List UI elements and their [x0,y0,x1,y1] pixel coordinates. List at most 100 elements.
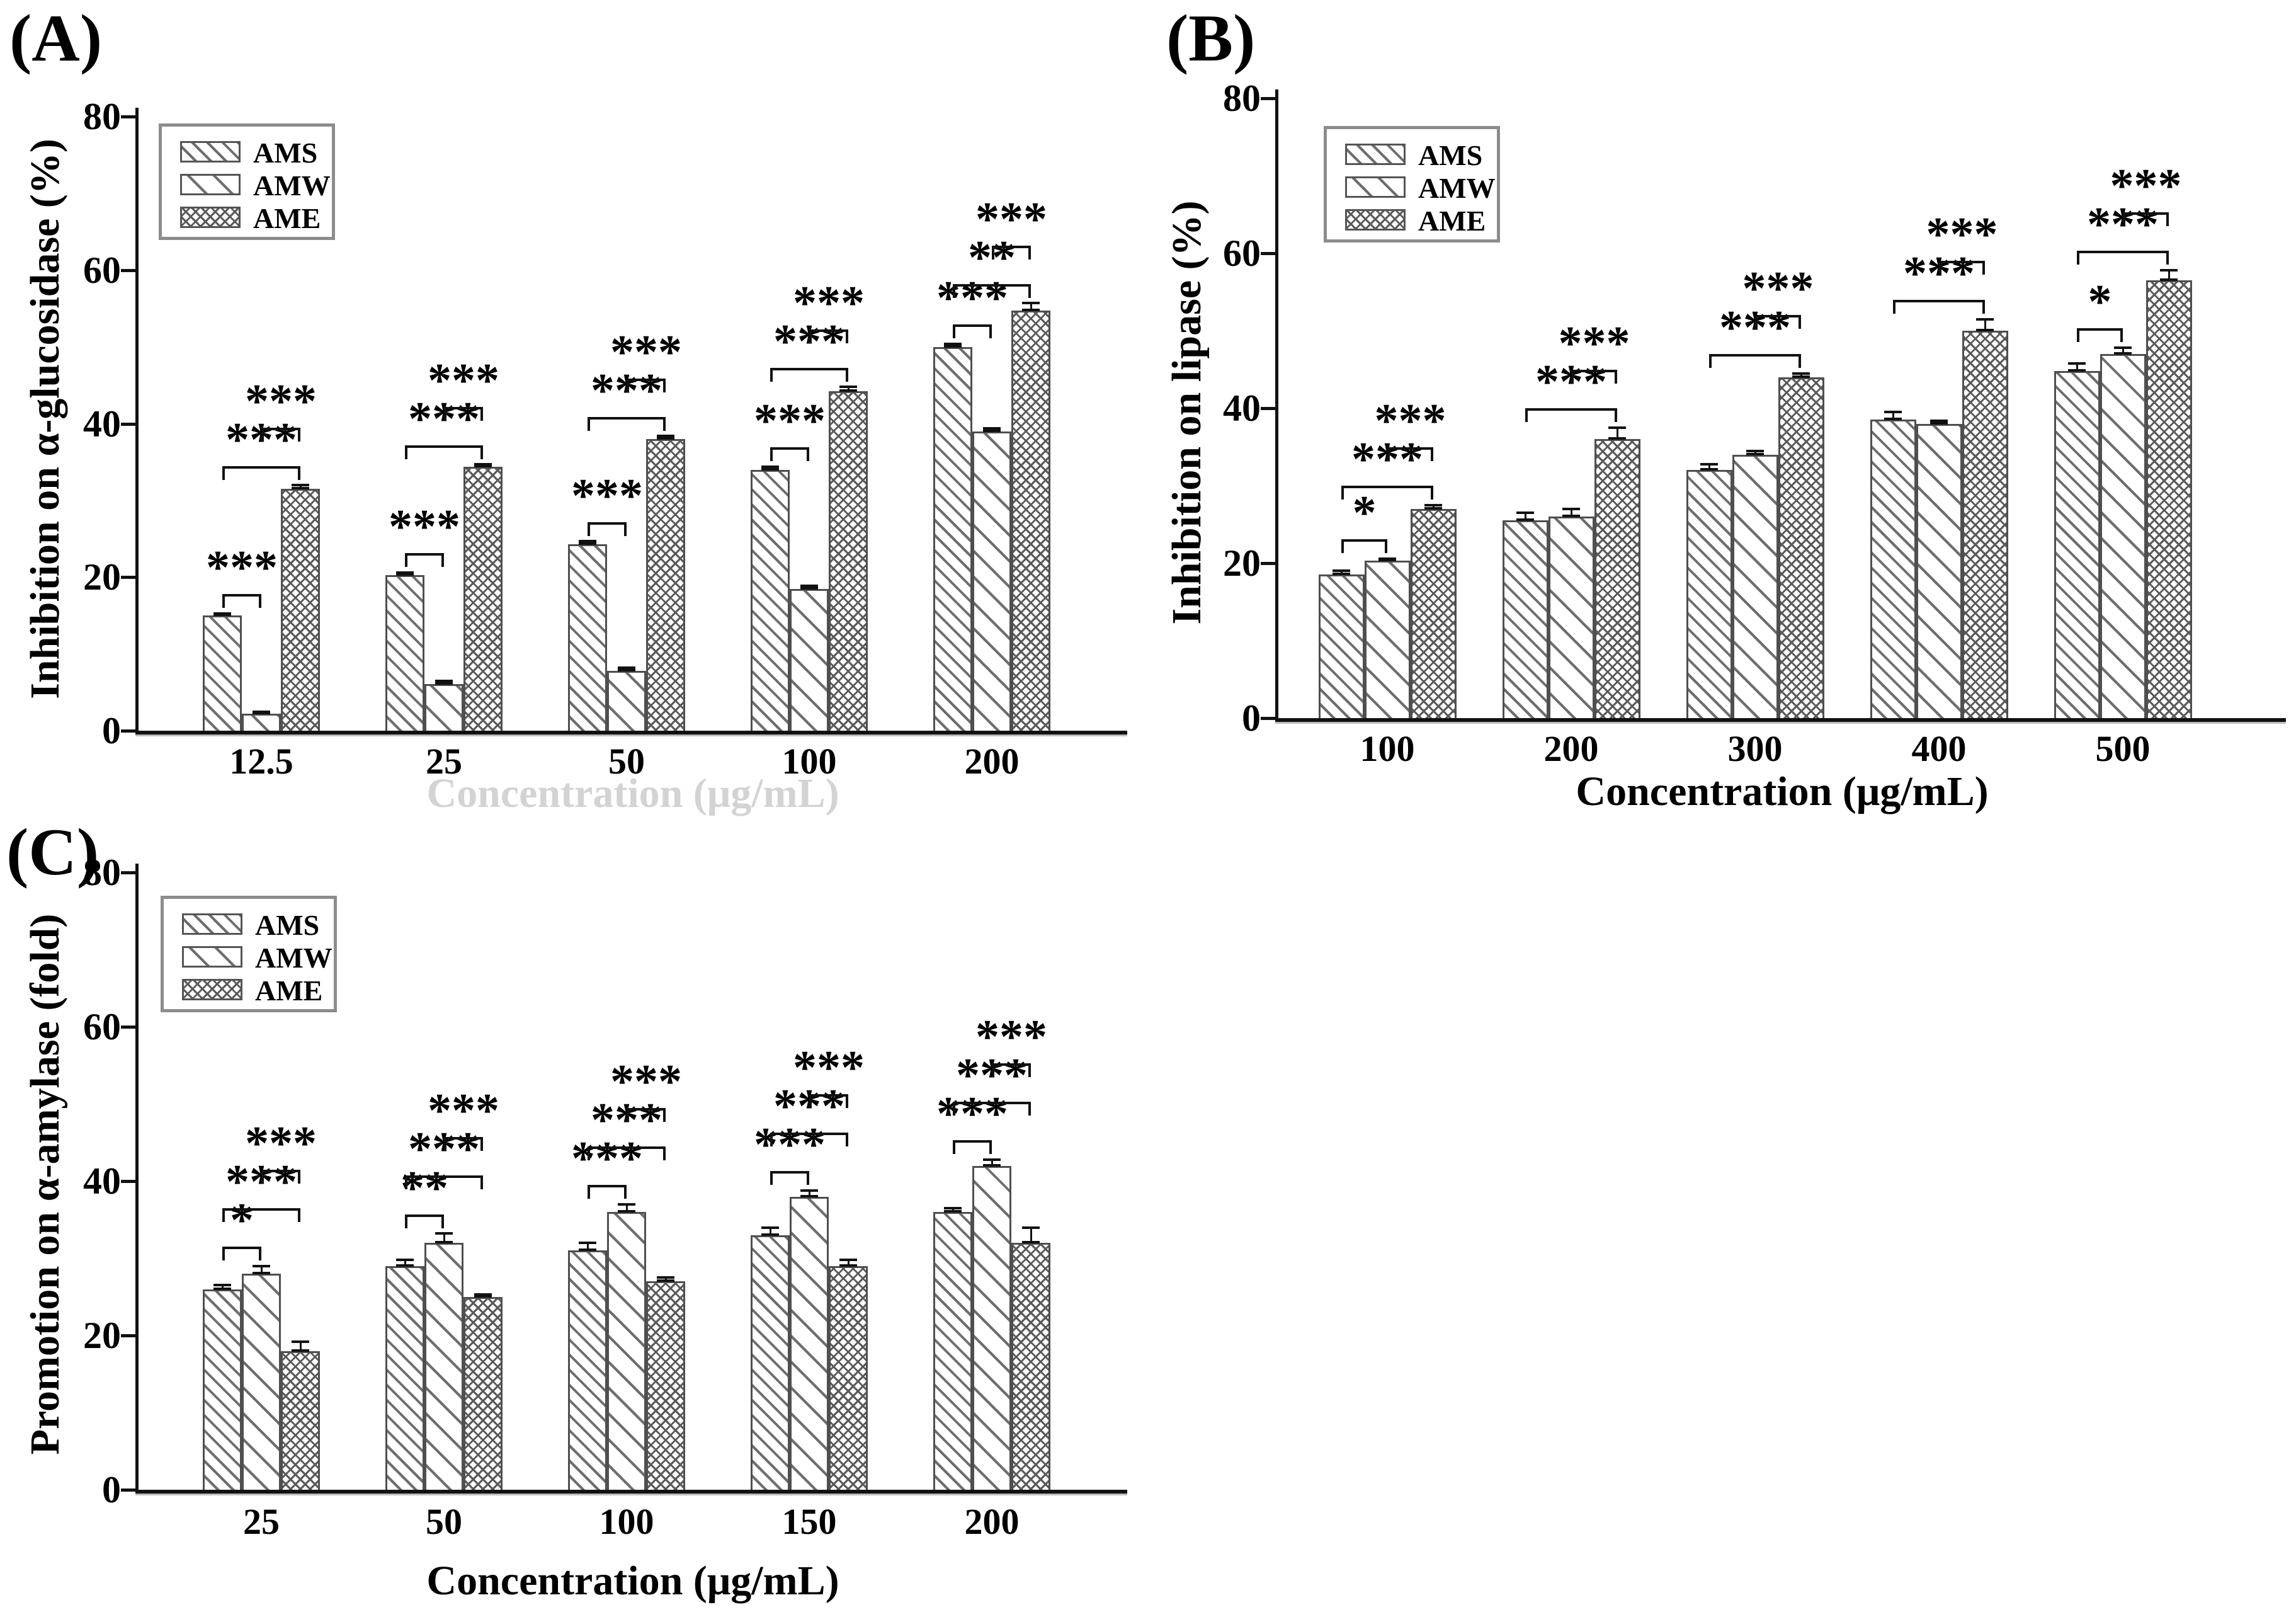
legend-label-AME: AME [255,974,323,1007]
x-tick-label: 500 [2095,728,2151,769]
sig-bracket-leg [953,1140,955,1155]
bar-AMS [203,1289,242,1490]
sig-bracket-leg [846,329,848,343]
sig-bracket-leg [441,553,444,568]
sig-bracket [627,378,666,381]
sig-bracket [588,1146,666,1149]
sig-bracket-leg [663,1146,666,1160]
sig-bracket-leg [663,416,666,431]
panel-a-x-axis-title-faint: Concentration (μg/mL) [426,770,839,816]
error-bar-cap-bottom [253,712,270,715]
panel-b-y-axis-title: Inhibition on lipase (%) [1164,200,1210,625]
y-tick-label: 40 [83,403,121,445]
error-bar-cap-bottom [435,1241,453,1243]
bar-AMS [1502,520,1549,718]
sig-bracket [2077,251,2169,254]
error-bar-whisker [952,1208,954,1212]
bar-AMW [242,1274,281,1490]
y-tick-label: 20 [1223,542,1261,584]
error-bar-whisker [1570,508,1572,517]
error-bar-cap-bottom [396,573,414,576]
y-tick-label: 0 [1242,697,1261,739]
sig-bracket-leg [298,1169,300,1184]
error-bar-cap-bottom [761,1233,779,1236]
sig-stars: *** [610,1054,682,1108]
x-tick-label: 100 [1360,728,1415,769]
sig-bracket [222,594,261,597]
bar-AMS [568,544,607,731]
y-tick-label: 80 [1223,77,1261,119]
sig-bracket-leg [588,416,590,431]
sig-bracket [2123,212,2169,215]
error-bar-cap-top [435,1232,453,1235]
error-bar-whisker [1432,505,1435,509]
error-bar-cap-top [1022,1226,1040,1229]
y-tick-label: 20 [83,556,121,598]
error-bar-cap-top [253,1264,270,1267]
sig-bracket [222,1247,261,1250]
error-bar-cap-top [983,426,1001,430]
sig-bracket-leg [992,1063,994,1077]
error-bar-cap-bottom [292,1349,309,1352]
sig-bracket [953,1101,1031,1104]
error-bar-cap-top [1562,507,1580,510]
legend-label-AMW: AMW [1418,172,1496,204]
error-bar-cap-bottom [474,464,492,467]
x-tick-label: 25 [243,1501,280,1542]
panel-b-x-axis-title: Concentration (μg/mL) [1576,769,1989,814]
sig-stars: *** [754,1118,826,1172]
sig-stars: *** [1926,208,1998,261]
sig-bracket [1939,261,1985,264]
sig-bracket-leg [1615,369,1617,384]
sig-bracket [2077,328,2123,331]
error-bar-cap-bottom [1562,515,1580,518]
sig-stars: *** [245,374,317,428]
error-bar-cap-top [1700,462,1718,466]
bar-AMW [607,670,646,731]
sig-bracket-leg [846,1094,848,1108]
y-tick-label: 60 [83,249,121,291]
error-bar-cap-top [292,1340,309,1343]
error-bar-cap-bottom [579,542,596,545]
error-bar-cap-bottom [657,1279,674,1283]
error-bar-cap-bottom [1022,1241,1040,1243]
error-bar-cap-bottom [396,1264,414,1267]
bar-AME [1011,311,1050,731]
error-bar-cap-bottom [1022,309,1040,312]
error-bar-cap-top [1608,426,1626,429]
y-tick-label: 40 [83,1160,121,1202]
y-axis [1275,89,1278,722]
bar-AME [463,1296,503,1490]
error-bar-whisker [625,1204,628,1212]
sig-stars: *** [389,500,460,554]
sig-bracket-leg [807,1171,809,1186]
sig-bracket [953,1140,992,1143]
sig-bracket [809,1094,848,1097]
sig-bracket-leg [1799,353,1801,368]
error-bar-whisker [1616,427,1618,440]
y-tick-mark [121,1026,139,1029]
legend-label-AMS: AMS [255,909,320,941]
bar-AMW [790,1196,829,1490]
error-bar-cap-top [1424,503,1442,506]
panel-b-letter: (B) [1166,1,1256,75]
y-axis [135,864,139,1494]
sig-bracket [627,1107,666,1111]
sig-bracket-leg [663,378,666,392]
sig-bracket-leg [846,1132,848,1146]
x-tick-label: 200 [1543,728,1599,769]
sig-bracket [405,1175,483,1179]
sig-bracket-leg [992,245,994,260]
error-bar-cap-top [1516,511,1534,515]
bar-AMS [1870,420,1916,718]
panel-a-letter: (A) [9,1,103,75]
sig-bracket [1571,369,1617,372]
sig-bracket-leg [444,406,446,421]
sig-bracket [953,324,992,328]
sig-stars: *** [1558,316,1630,370]
error-bar-cap-bottom [1884,418,1902,421]
sig-stars: *** [1374,394,1446,447]
sig-bracket-leg [2120,328,2123,343]
sig-bracket-leg [1341,486,1344,500]
error-bar-cap-bottom [618,668,635,671]
